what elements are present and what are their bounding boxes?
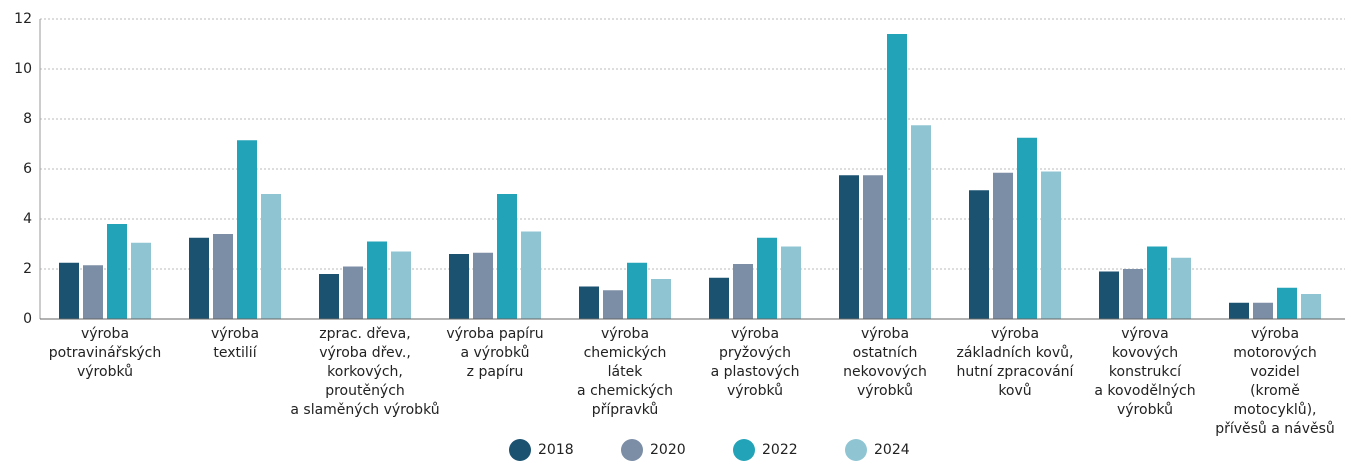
bar xyxy=(213,234,233,319)
x-tick-label: výroba xyxy=(991,326,1039,342)
x-tick-label: výroba xyxy=(81,326,129,342)
x-tick-label: z papíru xyxy=(467,364,524,380)
legend-label: 2020 xyxy=(650,442,686,458)
x-tick-label: výrobků xyxy=(1117,402,1173,418)
bar xyxy=(863,175,883,319)
bar xyxy=(449,254,469,319)
x-tick-label: korkových, xyxy=(327,364,403,380)
bar xyxy=(497,194,517,319)
y-tick-label: 12 xyxy=(14,11,32,27)
x-tick-label: výroba xyxy=(861,326,909,342)
x-tick-label: chemických xyxy=(584,345,667,361)
x-tick-label: potravinářských xyxy=(49,345,161,361)
bar xyxy=(911,125,931,319)
bar xyxy=(131,242,151,319)
legend-label: 2024 xyxy=(874,442,910,458)
x-tick-label: nekovových xyxy=(843,364,927,380)
x-tick-label: vozidel xyxy=(1250,364,1299,380)
x-tick-label: ostatních xyxy=(853,345,918,361)
bar xyxy=(603,290,623,319)
x-tick-label: výroba xyxy=(211,326,259,342)
bar xyxy=(59,262,79,319)
legend-marker xyxy=(509,439,531,461)
bar xyxy=(343,266,363,319)
x-tick-label: motorových xyxy=(1233,345,1316,361)
x-tick-label: (kromě xyxy=(1250,383,1300,399)
y-tick-label: 2 xyxy=(23,261,32,277)
bar xyxy=(1099,271,1119,319)
x-tick-label: zprac. dřeva, xyxy=(319,326,410,342)
bar xyxy=(651,279,671,319)
bar xyxy=(579,286,599,319)
legend-label: 2022 xyxy=(762,442,798,458)
x-tick-label: výrobků xyxy=(77,364,133,380)
x-tick-label: výroba dřev., xyxy=(319,345,411,361)
x-tick-label: motocyklů), xyxy=(1233,402,1316,418)
x-tick-label: proutěných xyxy=(325,383,405,399)
bar xyxy=(473,252,493,319)
bar xyxy=(1301,294,1321,319)
x-tick-label: výrobků xyxy=(857,383,913,399)
bar xyxy=(1123,269,1143,319)
bar xyxy=(1253,302,1273,319)
bar xyxy=(1041,171,1061,319)
bar xyxy=(969,190,989,319)
x-tick-label: výroba xyxy=(601,326,649,342)
x-tick-label: hutní zpracování xyxy=(957,364,1075,380)
x-tick-label: a slaměných výrobků xyxy=(290,402,439,418)
bar xyxy=(627,262,647,319)
bar xyxy=(781,246,801,319)
bar xyxy=(319,274,339,319)
x-tick-label: přívěsů a návěsů xyxy=(1215,421,1335,437)
x-tick-label: látek xyxy=(608,364,644,380)
bar xyxy=(391,251,411,319)
bar xyxy=(1171,257,1191,319)
bar xyxy=(757,237,777,319)
bar xyxy=(839,175,859,319)
bar xyxy=(261,194,281,319)
y-tick-label: 4 xyxy=(23,211,32,227)
bar xyxy=(887,34,907,319)
bar xyxy=(733,264,753,319)
x-tick-label: kovů xyxy=(998,383,1031,399)
bar xyxy=(521,231,541,319)
bar xyxy=(83,265,103,319)
bar xyxy=(993,172,1013,319)
bar xyxy=(189,237,209,319)
x-tick-label: výroba xyxy=(1251,326,1299,342)
x-tick-label: výrobků xyxy=(727,383,783,399)
bar xyxy=(1229,302,1249,319)
legend-marker xyxy=(733,439,755,461)
legend-marker xyxy=(621,439,643,461)
y-tick-label: 8 xyxy=(23,111,32,127)
x-tick-label: základních kovů, xyxy=(957,345,1074,361)
x-tick-label: přípravků xyxy=(592,402,659,418)
bar xyxy=(709,277,729,319)
x-tick-label: pryžových xyxy=(719,345,791,361)
x-tick-label: výrova xyxy=(1121,326,1168,342)
x-tick-label: konstrukcí xyxy=(1109,364,1182,380)
bar xyxy=(107,224,127,319)
x-tick-label: a plastových xyxy=(711,364,800,380)
bar xyxy=(1147,246,1167,319)
bar xyxy=(237,140,257,319)
legend-marker xyxy=(845,439,867,461)
x-tick-label: textilií xyxy=(213,345,257,361)
x-tick-label: výroba papíru xyxy=(446,326,543,342)
x-tick-label: a kovodělných xyxy=(1094,383,1195,399)
bar xyxy=(367,241,387,319)
y-tick-label: 10 xyxy=(14,61,32,77)
x-tick-label: a chemických xyxy=(577,383,673,399)
y-tick-label: 6 xyxy=(23,161,32,177)
bar xyxy=(1277,287,1297,319)
x-tick-label: výroba xyxy=(731,326,779,342)
bar xyxy=(1017,137,1037,319)
x-tick-label: a výrobků xyxy=(460,345,529,361)
x-tick-label: kovových xyxy=(1112,345,1178,361)
legend-label: 2018 xyxy=(538,442,574,458)
y-tick-label: 0 xyxy=(23,311,32,327)
